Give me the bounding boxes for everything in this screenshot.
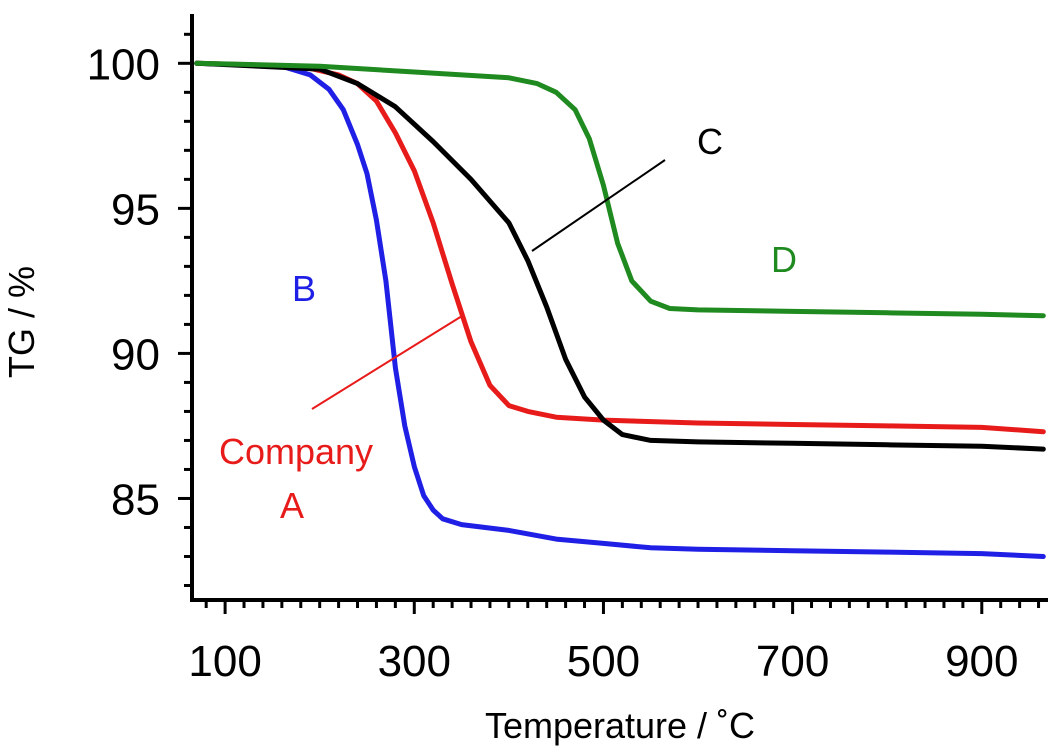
series-label: D (771, 239, 797, 280)
y-tick-label: 100 (87, 40, 160, 89)
y-tick-label: 95 (111, 185, 160, 234)
callout-line-c (531, 159, 666, 252)
x-axis-title: Temperature / ˚C (485, 705, 755, 746)
series-label: A (280, 485, 304, 526)
x-tick-label: 700 (756, 637, 829, 686)
x-tick-label: 900 (945, 637, 1018, 686)
y-axis-title: TG / % (1, 266, 42, 378)
axes: 100 300 500 700 900 85 90 95 100 (87, 14, 1048, 686)
x-tick-label: 500 (567, 637, 640, 686)
series-label: B (292, 268, 316, 309)
series-line-0 (194, 60, 1046, 559)
callout-line-company-a (311, 315, 463, 410)
series-label: Company (219, 431, 373, 472)
series-line-2 (194, 60, 1046, 452)
y-tick-label: 90 (111, 330, 160, 379)
callout-lines (311, 159, 666, 410)
series-label: C (697, 121, 723, 162)
x-tick-label: 300 (378, 637, 451, 686)
y-tick-label: 85 (111, 475, 160, 524)
series-labels: B Company A C D (219, 121, 797, 526)
series-line-3 (194, 60, 1046, 319)
series-lines (194, 60, 1046, 559)
x-tick-label: 100 (188, 637, 261, 686)
